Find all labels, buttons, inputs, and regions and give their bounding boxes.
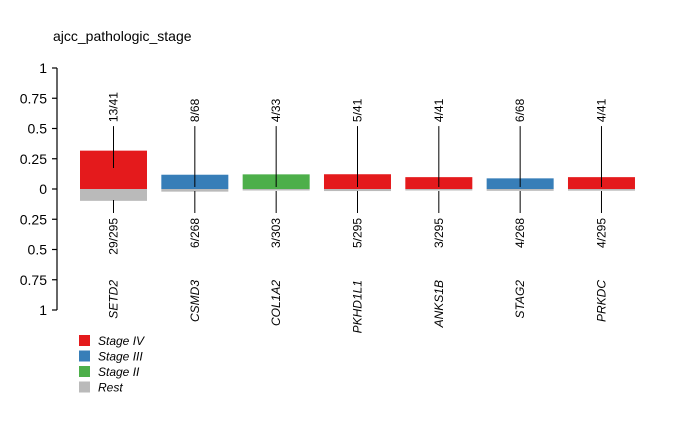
y-tick-label: 1: [39, 302, 47, 318]
x-tick-label: ANKS1B: [432, 280, 446, 328]
bar-bottom-label: 3/295: [432, 218, 446, 248]
y-tick-label: 1: [39, 60, 47, 76]
y-tick-label: 0.25: [20, 211, 47, 227]
x-tick-label: SETD2: [107, 280, 121, 319]
legend-swatch: [79, 366, 90, 377]
bar-top-label: 5/41: [350, 98, 364, 122]
bar-top-label: 4/41: [594, 98, 608, 122]
legend-swatch: [79, 381, 90, 393]
legend-label: Stage II: [98, 365, 140, 379]
bar-bottom-label: 6/268: [188, 218, 202, 248]
bar-bottom-label: 5/295: [350, 218, 364, 248]
x-tick-label: PRKDC: [594, 280, 608, 322]
legend-label: Rest: [98, 381, 123, 395]
y-tick-label: 0.75: [20, 272, 47, 288]
bar-top-label: 4/41: [432, 98, 446, 122]
y-tick-label: 0.5: [28, 242, 48, 258]
y-axis: 1 0.75 0.5 0.25 0 0.25 0.5 0.75 1: [20, 60, 58, 318]
whiskers-group: [113, 126, 602, 213]
legend-swatch: [79, 350, 90, 362]
bar-bottom: [161, 189, 229, 192]
y-tick-label: 0: [39, 181, 47, 197]
x-tick-label: STAG2: [513, 280, 527, 319]
bar-bottom-label: 3/303: [269, 218, 283, 248]
bar-bottom: [567, 189, 635, 191]
x-tick-labels: SETD2 CSMD3 COL1A2 PKHD1L1 ANKS1B STAG2 PRKDC: [107, 280, 609, 334]
bar-top-label: 6/68: [513, 98, 527, 122]
legend-swatch: [79, 335, 90, 346]
legend-label: Stage III: [98, 350, 143, 364]
bar-top-label: 13/41: [107, 92, 121, 122]
bar-top-label: 4/33: [269, 98, 283, 122]
y-tick-label: 0.75: [20, 90, 47, 106]
x-tick-label: PKHD1L1: [350, 280, 364, 333]
x-tick-label: CSMD3: [188, 280, 202, 322]
legend-label: Stage IV: [98, 334, 145, 348]
bar-labels-group: 13/41 29/295 8/68 6/268 4/33 3/303 5/41 5/295 4/…: [107, 92, 609, 255]
bar-bottom-label: 4/268: [513, 218, 527, 248]
bar-bottom-label: 29/295: [107, 218, 121, 255]
y-tick-label: 0.5: [28, 121, 48, 137]
chart-title: ajcc_pathologic_stage: [53, 28, 192, 44]
bar-top-label: 8/68: [188, 98, 202, 122]
x-tick-label: COL1A2: [269, 280, 283, 326]
bar-bottom: [323, 189, 391, 192]
bar-bottom: [486, 189, 554, 191]
bar-bottom-label: 4/295: [594, 218, 608, 248]
bar-bottom: [80, 189, 147, 201]
y-tick-label: 0.25: [20, 151, 47, 167]
bar-bottom: [242, 189, 310, 191]
bar-bottom: [405, 189, 473, 191]
